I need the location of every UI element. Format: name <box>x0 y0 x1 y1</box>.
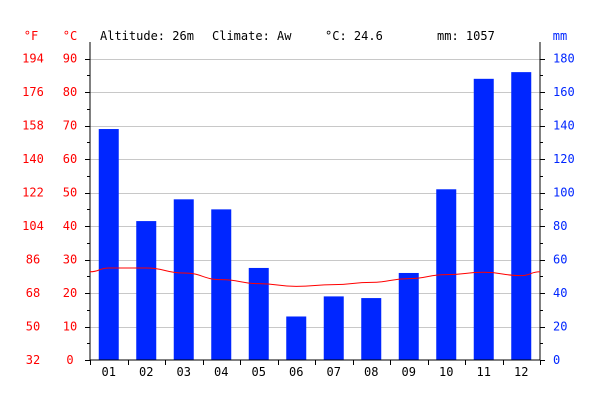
precipitation-bar-04 <box>211 209 232 360</box>
month-label-10: 10 <box>439 365 453 379</box>
fahrenheit-tick-label: 50 <box>26 320 40 334</box>
altitude-label: Altitude: 26m <box>100 29 194 43</box>
month-label-09: 09 <box>402 365 416 379</box>
fahrenheit-tick-label: 122 <box>22 186 44 200</box>
mm-tick-label: 120 <box>553 152 575 166</box>
celsius-tick-labels: 0 10 20 30 40 50 60 70 80 90 <box>63 52 77 367</box>
month-label-03: 03 <box>177 365 191 379</box>
month-label-06: 06 <box>289 365 303 379</box>
precipitation-bar-12 <box>511 72 532 360</box>
fahrenheit-tick-label: 68 <box>26 286 40 300</box>
precipitation-bar-09 <box>398 272 419 360</box>
celsius-tick-label: 80 <box>63 85 77 99</box>
precipitation-bar-06 <box>286 316 307 360</box>
mm-tick-label: 140 <box>553 119 575 133</box>
precipitation-bar-05 <box>248 267 269 360</box>
precipitation-bar-02 <box>136 221 157 360</box>
temperature-line <box>89 267 541 287</box>
celsius-tick-label: 50 <box>63 186 77 200</box>
celsius-tick-label: 10 <box>63 320 77 334</box>
month-label-02: 02 <box>139 365 153 379</box>
mm-tick-label: 20 <box>553 320 567 334</box>
month-label-07: 07 <box>327 365 341 379</box>
celsius-tick-label: 0 <box>66 353 73 367</box>
celsius-tick-label: 60 <box>63 152 77 166</box>
mm-tick-label: 40 <box>553 286 567 300</box>
month-label-12: 12 <box>514 365 528 379</box>
month-label-01: 01 <box>102 365 116 379</box>
precipitation-bar-03 <box>173 199 194 360</box>
mm-tick-label: 180 <box>553 52 575 66</box>
mm-tick-label: 60 <box>553 253 567 267</box>
precipitation-bar-08 <box>361 298 382 360</box>
precipitation-bar-07 <box>323 296 344 360</box>
mm-unit-label: mm <box>553 29 567 43</box>
celsius-tick-label: 70 <box>63 119 77 133</box>
climate-label: Climate: Aw <box>212 29 292 43</box>
fahrenheit-unit-label: °F <box>24 29 38 43</box>
celsius-unit-label: °C <box>63 29 77 43</box>
fahrenheit-tick-labels: 32 50 68 86 104 122 140 158 176 194 <box>22 52 44 367</box>
celsius-tick-label: 20 <box>63 286 77 300</box>
month-label-05: 05 <box>252 365 266 379</box>
temperature-line-group <box>89 267 541 287</box>
precipitation-bar-11 <box>473 78 494 361</box>
mm-tick-label: 160 <box>553 85 575 99</box>
month-label-08: 08 <box>364 365 378 379</box>
precipitation-bar-01 <box>98 129 119 360</box>
grid-lines <box>90 59 540 328</box>
month-label-11: 11 <box>477 365 491 379</box>
mm-tick-label: 80 <box>553 219 567 233</box>
fahrenheit-tick-label: 176 <box>22 85 44 99</box>
axis-ticks <box>85 59 545 365</box>
mean-temperature-label: °C: 24.6 <box>325 29 383 43</box>
total-precipitation-label: mm: 1057 <box>437 29 495 43</box>
fahrenheit-tick-label: 158 <box>22 119 44 133</box>
celsius-tick-label: 90 <box>63 52 77 66</box>
mm-tick-label: 100 <box>553 186 575 200</box>
celsius-tick-label: 30 <box>63 253 77 267</box>
fahrenheit-tick-label: 86 <box>26 253 40 267</box>
axes <box>89 42 541 361</box>
fahrenheit-tick-label: 194 <box>22 52 44 66</box>
fahrenheit-tick-label: 32 <box>26 353 40 367</box>
month-tick-labels: 01 02 03 04 05 06 07 08 09 10 11 12 <box>102 365 529 379</box>
fahrenheit-tick-label: 140 <box>22 152 44 166</box>
fahrenheit-tick-label: 104 <box>22 219 44 233</box>
mm-tick-label: 0 <box>553 353 560 367</box>
precipitation-bars <box>98 72 532 361</box>
celsius-tick-label: 40 <box>63 219 77 233</box>
mm-tick-labels: 0 20 40 60 80 100 120 140 160 180 <box>553 52 575 367</box>
month-label-04: 04 <box>214 365 228 379</box>
